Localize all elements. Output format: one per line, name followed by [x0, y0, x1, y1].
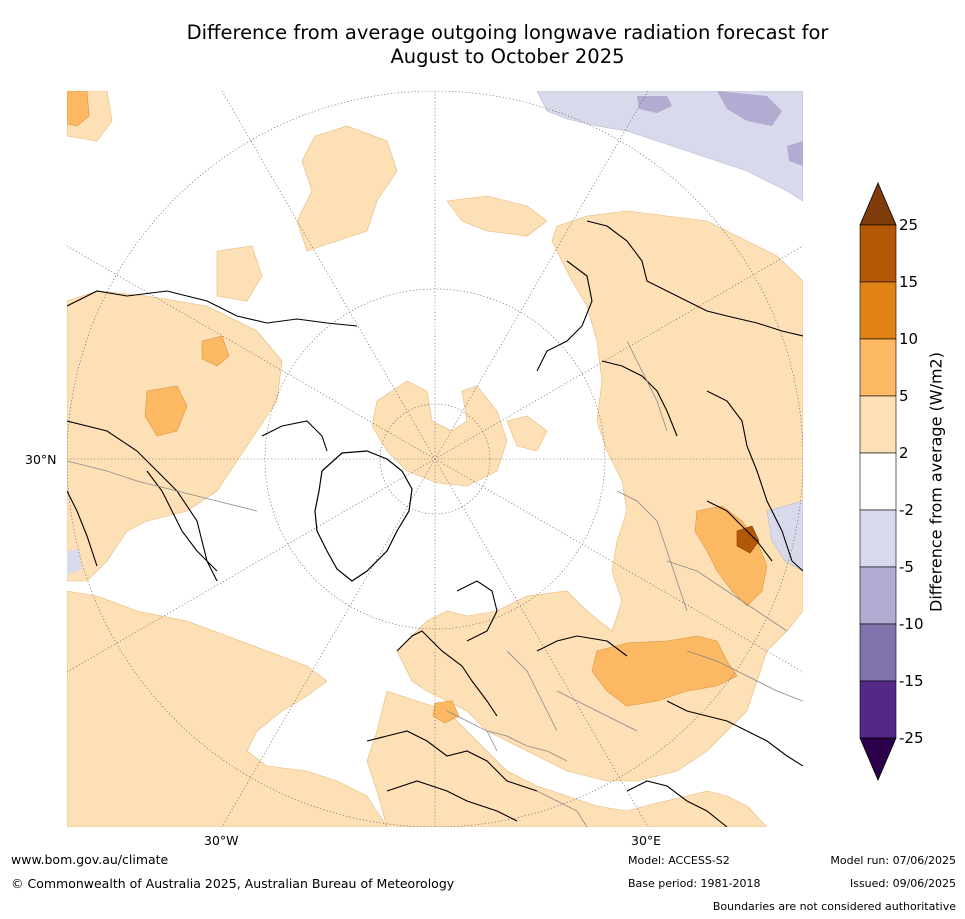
- anomaly-negative-regions: [67, 91, 803, 575]
- polar-stereographic-map: 30°N: [67, 91, 803, 827]
- footer-website: www.bom.gov.au/climate: [11, 852, 169, 867]
- lon-label-30w: 30°W: [204, 833, 239, 848]
- colorbar-tick-label: 2: [899, 444, 909, 462]
- footer-copyright: © Commonwealth of Australia 2025, Austra…: [11, 876, 455, 891]
- lon-label-30e: 30°E: [631, 833, 662, 848]
- map-canvas: [67, 91, 803, 827]
- graticule: [67, 91, 803, 827]
- colorbar-extend-top: [859, 181, 897, 226]
- colorbar-tick-label: 10: [899, 330, 918, 348]
- colorbar-segment: [859, 338, 897, 397]
- colorbar-segment: [859, 623, 897, 682]
- colorbar-tick-label: -15: [899, 672, 924, 690]
- colorbar-segment: [859, 395, 897, 454]
- colorbar: 25 15 10 5 2 -2 -5 -10 -15 -25: [859, 181, 924, 782]
- coastlines: [67, 220, 803, 827]
- colorbar-segment: [859, 680, 897, 739]
- colorbar-segment: [859, 224, 897, 283]
- colorbar-title: Difference from average (W/m2): [926, 352, 946, 612]
- footer-issued: Issued: 09/06/2025: [849, 877, 956, 890]
- lat-label-30n-outside: 30°N: [25, 452, 57, 467]
- footer-model-run: Model run: 07/06/2025: [830, 854, 956, 867]
- country-borders: [67, 340, 803, 827]
- colorbar-tick-label: 25: [899, 216, 918, 234]
- colorbar-segment: [859, 566, 897, 625]
- chart-title: Difference from average outgoing longwav…: [60, 21, 955, 69]
- colorbar-tick-label: 5: [899, 387, 909, 405]
- colorbar-extend-bottom: [859, 737, 897, 782]
- greenland-coastline: [314, 450, 413, 582]
- footer-base-period: Base period: 1981-2018: [628, 877, 761, 890]
- colorbar-tick-label: -2: [899, 501, 914, 519]
- title-line-1: Difference from average outgoing longwav…: [186, 21, 829, 44]
- footer-disclaimer: Boundaries are not considered authoritat…: [712, 900, 956, 913]
- colorbar-tick-label: -10: [899, 615, 924, 633]
- footer-model: Model: ACCESS-S2: [628, 854, 730, 867]
- colorbar-tick-label: 15: [899, 273, 918, 291]
- colorbar-tick-label: -5: [899, 558, 914, 576]
- colorbar-tick-label: -25: [899, 729, 924, 747]
- colorbar-segment: [859, 281, 897, 340]
- colorbar-segment: [859, 509, 897, 568]
- colorbar-segment: [859, 452, 897, 511]
- anomaly-10-plus-regions: [736, 525, 760, 554]
- title-line-2: August to October 2025: [390, 45, 625, 68]
